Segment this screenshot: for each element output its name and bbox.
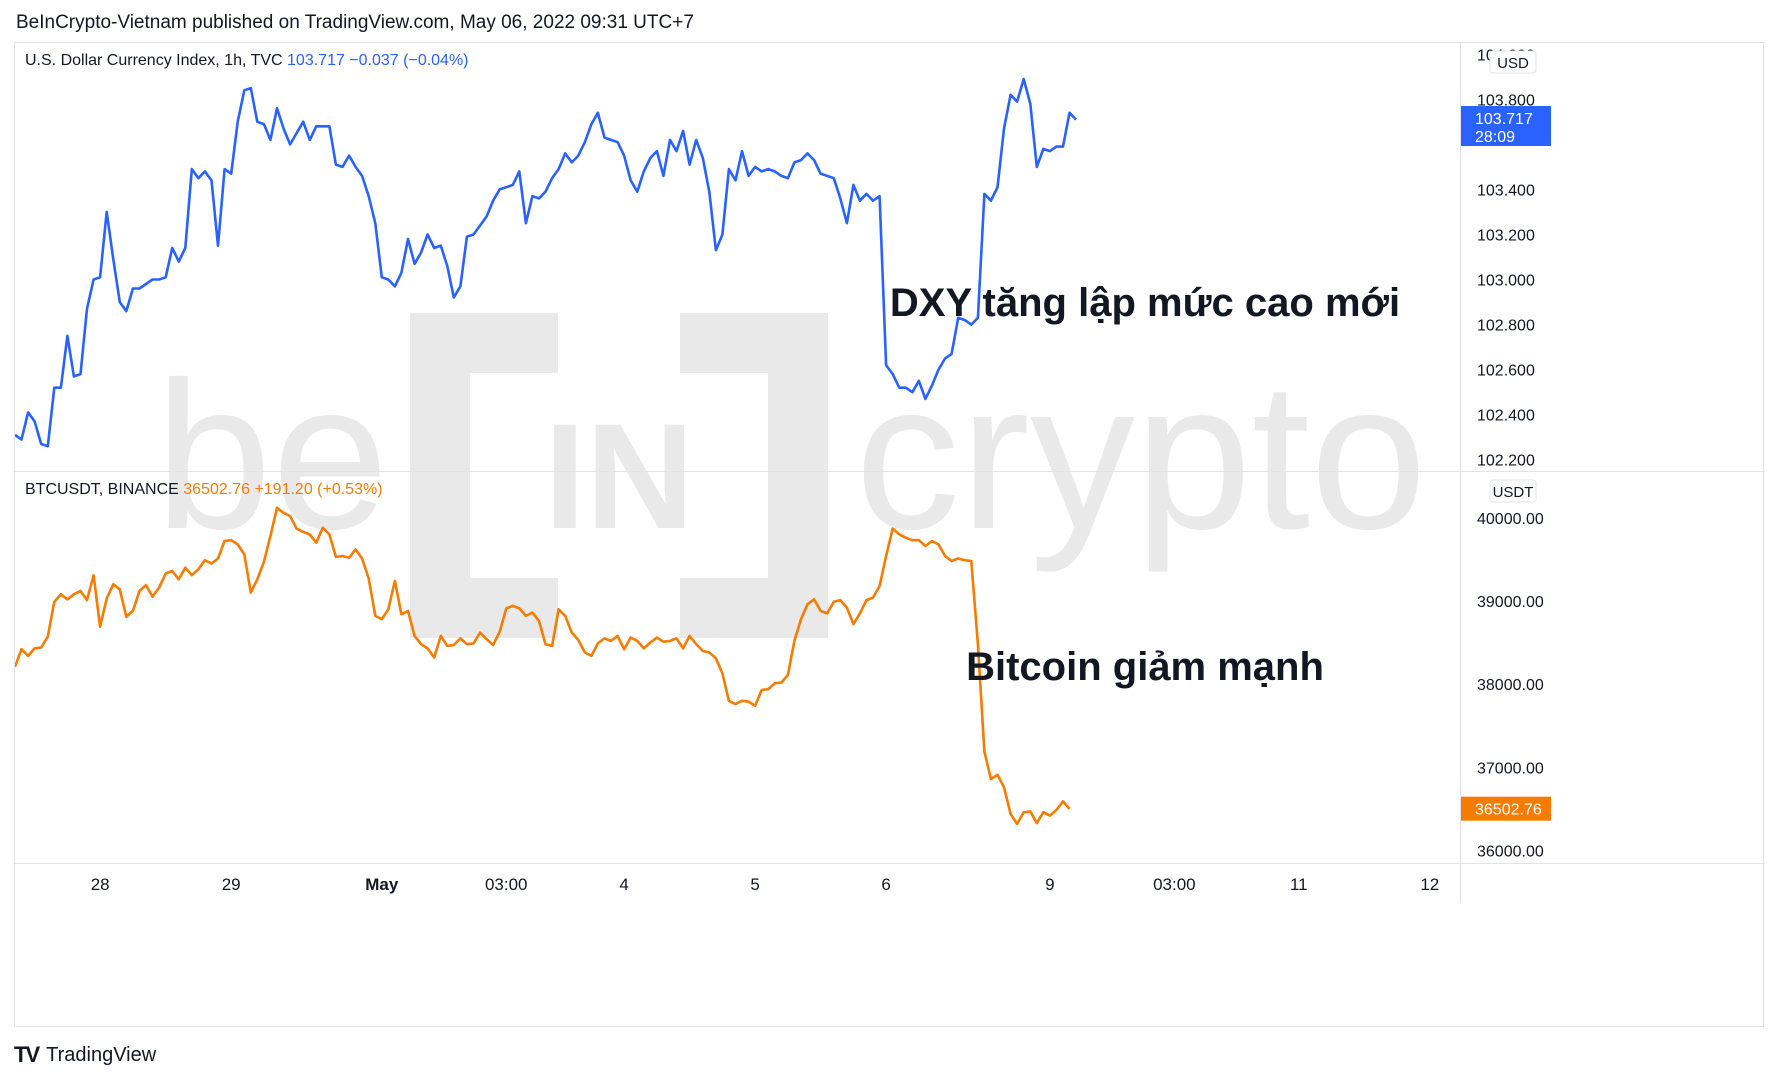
x-axis-tick-label: May [365,875,399,894]
published-line: BeInCrypto-Vietnam published on TradingV… [16,12,694,33]
watermark-middle: IN [544,392,694,560]
chart-svg[interactable]: beINcrypto2829May03:00456903:001112104.0… [13,43,1765,1028]
btc-annotation: Bitcoin giảm mạnh [966,645,1324,689]
watermark-left: be [155,338,389,573]
y-axis-tick-label: 102.400 [1477,408,1535,425]
x-axis-tick-label: 12 [1420,875,1439,894]
x-axis-tick-label: 6 [881,875,890,894]
watermark-right: crypto [855,338,1427,573]
y-axis-tick-label: 102.200 [1477,453,1535,470]
series-legend[interactable]: U.S. Dollar Currency Index, 1h, TVC 103.… [25,52,469,69]
x-axis-tick-label: 11 [1290,875,1308,894]
y-axis-tick-label: 38000.00 [1477,677,1544,694]
btc-series-line[interactable] [13,506,1071,826]
y-axis-tick-label: 103.800 [1477,92,1535,109]
x-axis-tick-label: 9 [1045,875,1054,894]
unit-label: USD [1497,55,1529,72]
y-axis-tick-label: 39000.00 [1477,594,1544,611]
x-axis-tick-label: 4 [619,875,628,894]
legend-change: +191.20 (+0.53%) [254,481,382,498]
x-axis-tick-label: 5 [750,875,759,894]
last-price-label: 103.717 [1475,111,1533,128]
legend-price: 103.717 [287,52,349,69]
y-axis-tick-label: 103.200 [1477,227,1535,244]
last-price-marker [1461,106,1551,147]
x-axis-tick-label: 29 [222,875,241,894]
unit-button[interactable] [1489,50,1537,74]
watermark-bracket-bottom-right [680,578,828,638]
y-axis-tick-label: 103.000 [1477,273,1535,290]
y-axis-tick-label: 103.400 [1477,182,1535,199]
y-axis-tick-label: 102.600 [1477,363,1535,380]
bar-countdown: 28:09 [1475,129,1515,146]
chart-frame: beINcrypto2829May03:00456903:001112104.0… [13,42,1765,1028]
x-axis-tick-label: 03:00 [1153,875,1196,894]
footer-brand[interactable]: TV TradingView [14,1042,156,1068]
legend-symbol: U.S. Dollar Currency Index, 1h, TVC [25,52,287,69]
footer-brand-text: TradingView [46,1043,157,1066]
x-axis-tick-label: 03:00 [485,875,528,894]
legend-symbol: BTCUSDT, BINANCE [25,481,183,498]
y-axis-tick-label: 37000.00 [1477,760,1544,777]
y-axis-tick-label: 102.800 [1477,318,1535,335]
tradingview-logo-icon: TV [14,1042,40,1067]
unit-button[interactable] [1489,479,1537,503]
legend-price: 36502.76 [183,481,254,498]
series-legend[interactable]: BTCUSDT, BINANCE 36502.76 +191.20 (+0.53… [25,481,383,498]
legend-change: −0.037 (−0.04%) [349,52,468,69]
last-price-marker [1461,796,1551,821]
dxy-annotation: DXY tăng lập mức cao mới [890,281,1400,325]
last-price-label: 36502.76 [1475,802,1542,819]
x-axis-tick-label: 28 [91,875,110,894]
watermark-bracket-bottom-left [410,578,558,638]
y-axis-tick-label: 36000.00 [1477,844,1544,861]
dxy-series-line[interactable] [14,77,1078,448]
y-axis-tick-label: 40000.00 [1477,511,1544,528]
unit-label: USDT [1493,484,1534,501]
